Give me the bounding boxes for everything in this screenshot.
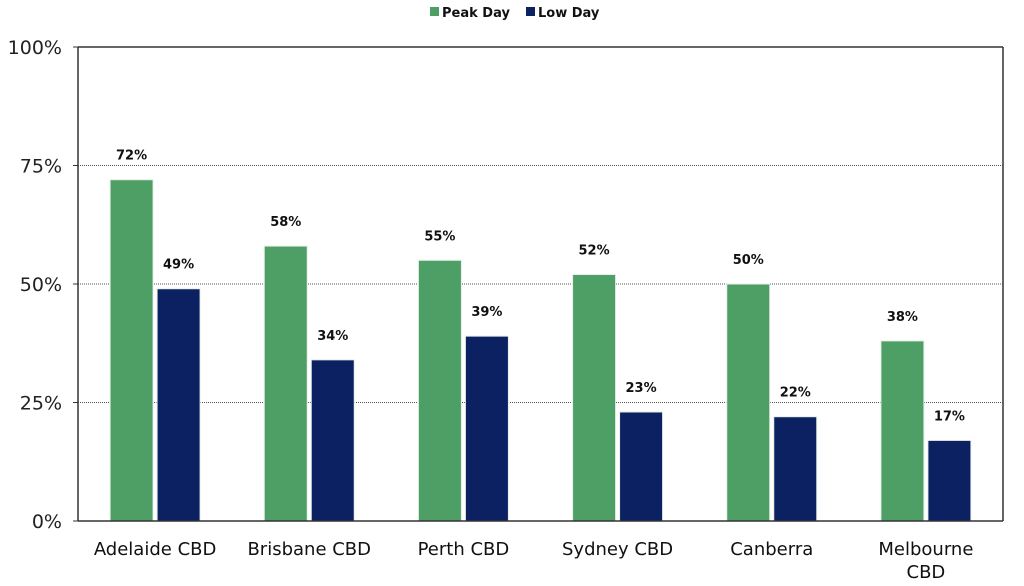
data-label: 17% — [934, 409, 965, 424]
bars: 72% 49% 58% 34% 55% 39% 52% 23% 50% 22% 38% 17% — [109, 149, 972, 522]
data-label: 23% — [626, 381, 657, 396]
legend-label-peak-day: Peak Day — [442, 6, 510, 21]
y-tick-label: 75% — [20, 156, 62, 178]
bar-peak-day — [726, 283, 771, 522]
data-label: 49% — [163, 258, 194, 273]
y-tick-label: 25% — [20, 393, 62, 415]
bar-peak-day — [109, 179, 154, 522]
x-tick-label: Perth CBD — [418, 539, 510, 560]
data-label: 22% — [780, 386, 811, 401]
bar-low-day — [619, 411, 664, 522]
x-tick-label: Canberra — [730, 539, 813, 560]
data-label: 58% — [270, 215, 301, 230]
bar-peak-day — [417, 259, 462, 522]
gridlines — [78, 165, 1003, 403]
x-tick-label: Adelaide CBD — [94, 539, 217, 560]
y-tick-label: 0% — [32, 511, 62, 533]
legend-label-low-day: Low Day — [538, 6, 600, 21]
bar-peak-day — [572, 274, 617, 522]
legend-swatch-peak-day — [430, 7, 439, 16]
bar-peak-day — [880, 340, 925, 522]
bar-low-day — [773, 416, 818, 522]
x-tick-label: Melbourne CBD — [878, 539, 973, 583]
x-axis: Adelaide CBD Brisbane CBD Perth CBD Sydney … — [78, 520, 1003, 583]
x-tick-label: Brisbane CBD — [247, 539, 371, 560]
y-tick-label: 100% — [8, 37, 62, 59]
data-label: 34% — [317, 329, 348, 344]
y-tick-label: 50% — [20, 274, 62, 296]
bar-peak-day — [263, 245, 308, 522]
y-axis: 0% 25% 50% 75% 100% — [8, 37, 1004, 533]
bar-low-day — [464, 335, 509, 522]
bar-low-day — [310, 359, 355, 522]
data-label: 72% — [116, 149, 147, 164]
data-label: 39% — [471, 305, 502, 320]
data-label: 52% — [579, 244, 610, 259]
data-label: 50% — [733, 253, 764, 268]
legend-swatch-low-day — [526, 7, 535, 16]
legend: Peak Day Low Day — [430, 6, 600, 21]
bar-low-day — [156, 288, 201, 522]
data-label: 55% — [424, 229, 455, 244]
data-label: 38% — [887, 310, 918, 325]
bar-low-day — [927, 439, 972, 522]
x-tick-label: Sydney CBD — [562, 539, 673, 560]
